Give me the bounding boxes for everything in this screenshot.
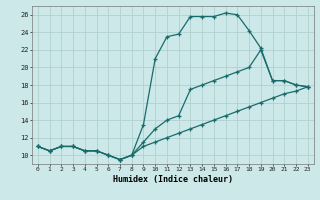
X-axis label: Humidex (Indice chaleur): Humidex (Indice chaleur): [113, 175, 233, 184]
